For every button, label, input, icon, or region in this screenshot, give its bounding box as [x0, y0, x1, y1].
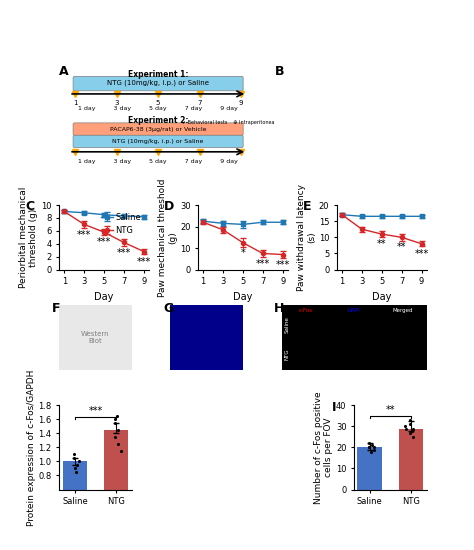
Text: Experiment 2:: Experiment 2:	[128, 116, 188, 125]
Bar	[357, 448, 382, 490]
Text: ***: ***	[414, 249, 429, 259]
Point	[365, 443, 373, 452]
FancyBboxPatch shape	[73, 123, 243, 135]
Text: DAPI: DAPI	[348, 309, 360, 313]
Point	[111, 433, 118, 442]
Text: c-Fos: c-Fos	[299, 309, 313, 313]
X-axis label: Day: Day	[233, 292, 253, 302]
Text: ***: ***	[275, 260, 290, 270]
Text: NTG (10mg/kg, i.p.) or Saline: NTG (10mg/kg, i.p.) or Saline	[112, 139, 204, 144]
Text: ***: ***	[137, 257, 151, 267]
Y-axis label: Protein expression of c-Fos/GAPDH: Protein expression of c-Fos/GAPDH	[27, 369, 36, 526]
FancyBboxPatch shape	[73, 76, 243, 91]
Text: ***: ***	[77, 229, 91, 240]
Point	[71, 454, 78, 463]
Text: ✓ Behavioral tests    ⊕ Intraperitoneal (i.p.): ✓ Behavioral tests ⊕ Intraperitoneal (i.…	[182, 120, 289, 125]
Point	[368, 441, 375, 450]
Text: NTG: NTG	[284, 348, 290, 360]
Text: 3: 3	[114, 100, 119, 106]
Point	[113, 411, 120, 420]
Text: Saline: Saline	[284, 316, 290, 333]
Point	[73, 468, 80, 476]
Point	[115, 439, 122, 448]
Y-axis label: Periorbital mechanical
threshold (g): Periorbital mechanical threshold (g)	[19, 186, 38, 288]
Point	[410, 433, 417, 442]
Bar	[63, 461, 87, 531]
Point	[370, 445, 378, 454]
Y-axis label: Number of c-Fos positive
cells per FOV: Number of c-Fos positive cells per FOV	[314, 391, 333, 504]
Text: Western
Blot: Western Blot	[81, 331, 110, 344]
Point	[367, 447, 375, 456]
Text: 1 day         3 day         5 day         7 day         9 day: 1 day 3 day 5 day 7 day 9 day	[78, 159, 238, 164]
Text: **: **	[397, 243, 407, 252]
Text: Merged: Merged	[392, 309, 413, 313]
Text: B: B	[274, 65, 284, 78]
Legend: Saline, NTG: Saline, NTG	[97, 209, 145, 238]
Bar	[399, 428, 423, 490]
Text: ***: ***	[88, 406, 103, 416]
Text: 7: 7	[197, 100, 202, 106]
Point	[365, 439, 373, 448]
Point	[408, 426, 415, 435]
FancyBboxPatch shape	[73, 135, 243, 148]
Text: *: *	[240, 248, 246, 258]
Text: F: F	[52, 302, 61, 315]
X-axis label: Day: Day	[94, 292, 114, 302]
Text: **: **	[377, 239, 387, 249]
Text: PACAP6-38 (3μg/rat) or Vehicle: PACAP6-38 (3μg/rat) or Vehicle	[110, 126, 206, 131]
Y-axis label: Paw withdrawal latency
(s): Paw withdrawal latency (s)	[297, 184, 316, 291]
Point	[365, 443, 373, 452]
Text: ***: ***	[97, 237, 111, 248]
Text: D: D	[164, 200, 174, 213]
Point	[371, 443, 378, 452]
Text: **: **	[385, 405, 395, 415]
Text: I: I	[332, 402, 337, 414]
Point	[402, 424, 410, 433]
Point	[111, 415, 118, 424]
Point	[71, 464, 78, 473]
Text: 9: 9	[239, 100, 244, 106]
Text: ***: ***	[255, 258, 270, 268]
Point	[71, 450, 78, 459]
Y-axis label: Paw mechanical threshold
(g): Paw mechanical threshold (g)	[158, 178, 177, 296]
Point	[401, 422, 409, 431]
Point	[114, 426, 121, 434]
Text: ***: ***	[117, 248, 131, 257]
Text: 1: 1	[73, 100, 77, 106]
Text: H: H	[274, 302, 285, 315]
Text: NTG (10mg/kg, i.p.) or Saline: NTG (10mg/kg, i.p.) or Saline	[107, 80, 209, 86]
Point	[406, 428, 413, 437]
Text: G: G	[163, 302, 173, 315]
Point	[406, 416, 413, 425]
Text: A: A	[59, 65, 69, 78]
Point	[75, 457, 83, 466]
Text: 1 day         3 day         5 day         7 day         9 day: 1 day 3 day 5 day 7 day 9 day	[78, 107, 238, 112]
X-axis label: Day: Day	[372, 292, 392, 302]
Text: C: C	[25, 200, 34, 213]
Point	[117, 447, 125, 455]
Text: E: E	[303, 200, 311, 213]
Point	[111, 419, 118, 427]
Text: Experiment 1:: Experiment 1:	[128, 70, 188, 79]
Bar	[104, 430, 128, 531]
Point	[73, 460, 81, 469]
Text: 5: 5	[156, 100, 160, 106]
Point	[406, 420, 413, 429]
Point	[409, 424, 416, 433]
